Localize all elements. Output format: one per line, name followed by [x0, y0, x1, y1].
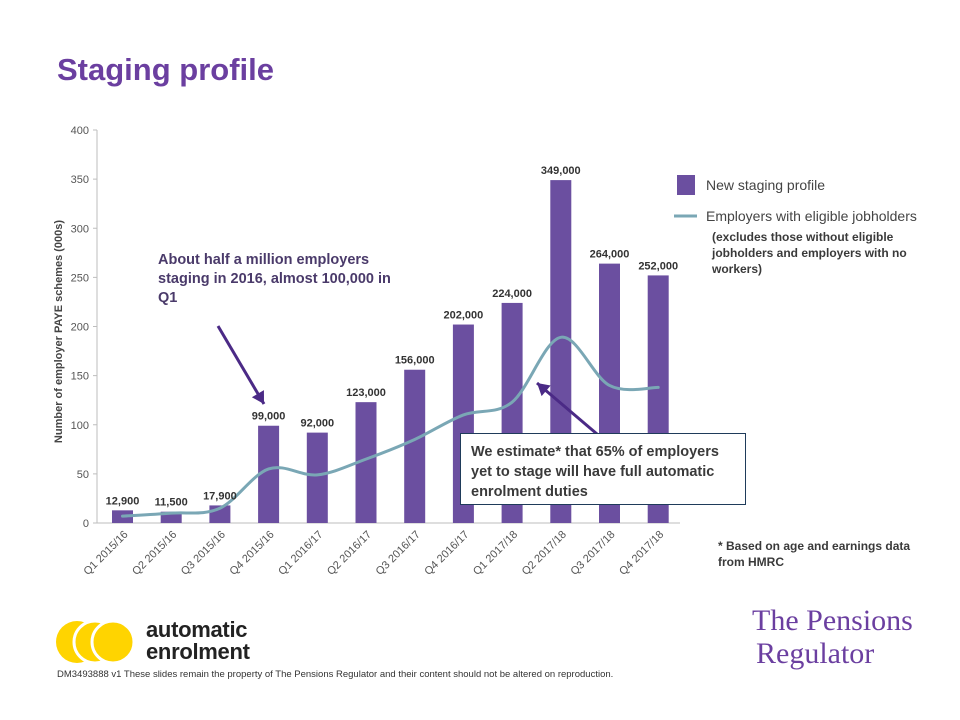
callout-half-million-arrow — [216, 325, 266, 405]
callout-half-million-arrow-head — [251, 390, 264, 404]
y-tick-label: 100 — [71, 420, 89, 432]
footnote: * Based on age and earnings data from HM… — [718, 539, 911, 569]
x-tick-label: Q4 2015/16 — [228, 529, 277, 578]
x-tick-label: Q4 2016/17 — [422, 529, 471, 578]
x-tick-label: Q3 2015/16 — [179, 529, 228, 578]
x-tick-label: Q2 2015/16 — [130, 529, 179, 578]
bar-data-label: 349,000 — [541, 165, 581, 177]
bar-data-label: 123,000 — [346, 387, 386, 399]
y-tick-label: 150 — [71, 371, 89, 383]
y-tick-label: 50 — [77, 469, 89, 481]
y-tick-label: 400 — [71, 125, 89, 137]
bar-data-label: 11,500 — [155, 497, 188, 509]
bar-data-label: 17,900 — [203, 490, 237, 502]
x-tick-label: Q3 2016/17 — [374, 529, 423, 578]
y-tick-label: 250 — [71, 272, 89, 284]
bar-q4-2015-16 — [258, 425, 280, 523]
x-tick-label: Q1 2017/18 — [471, 529, 520, 578]
ae-line-1: automatic — [146, 617, 248, 642]
bar-data-label: 99,000 — [252, 411, 286, 423]
x-tick-label: Q2 2016/17 — [325, 529, 374, 578]
y-tick-label: 0 — [83, 518, 89, 530]
callout-half-million: About half a million employers staging i… — [158, 252, 391, 306]
bar-q2-2015-16 — [160, 511, 182, 523]
callout-estimate: We estimate* that 65% of employers yet t… — [460, 433, 746, 505]
pensions-regulator-logo: The Pensions Regulator — [752, 604, 913, 670]
page-title: Staging profile — [57, 52, 274, 87]
legend-bar-swatch — [677, 175, 695, 195]
legend-line-label: Employers with eligible jobholders — [706, 208, 917, 224]
x-tick-label: Q2 2017/18 — [520, 529, 569, 578]
legend-note: (excludes those without eligible jobhold… — [712, 230, 907, 276]
bar-data-label: 92,000 — [300, 418, 334, 430]
callout-estimate-arrow-head — [537, 383, 551, 397]
x-tick-label: Q4 2017/18 — [617, 529, 666, 578]
bar-data-label: 202,000 — [444, 310, 484, 322]
bar-data-label: 156,000 — [395, 355, 435, 367]
x-tick-label: Q3 2017/18 — [568, 529, 617, 578]
ae-line-2: enrolment — [146, 639, 250, 664]
bar-q1-2016-17 — [306, 432, 328, 523]
automatic-enrolment-wordmark: automatic enrolment — [146, 619, 250, 663]
y-axis-title: Number of employer PAYE schemes (000s) — [53, 220, 65, 443]
bar-data-label: 264,000 — [590, 249, 630, 261]
callout-estimate-arrow — [536, 381, 598, 436]
x-tick-label: Q1 2015/16 — [81, 529, 130, 578]
bar-data-label: 224,000 — [492, 288, 532, 300]
regulator-line-1: The Pensions — [752, 604, 913, 637]
eligible-jobholders-line — [121, 335, 660, 518]
bar-data-label: 252,000 — [638, 260, 678, 272]
bar-q2-2016-17 — [355, 402, 377, 523]
bar-q3-2016-17 — [404, 369, 426, 523]
y-tick-label: 300 — [71, 223, 89, 235]
y-tick-label: 200 — [71, 322, 89, 334]
bar-data-label: 12,900 — [106, 495, 140, 507]
x-tick-label: Q1 2016/17 — [276, 529, 325, 578]
footer-disclaimer: DM3493888 v1 These slides remain the pro… — [57, 669, 614, 680]
automatic-enrolment-logo-icon — [56, 619, 136, 665]
regulator-line-2: Regulator — [756, 637, 875, 670]
legend-bar-label: New staging profile — [706, 177, 825, 193]
y-tick-label: 350 — [71, 174, 89, 186]
